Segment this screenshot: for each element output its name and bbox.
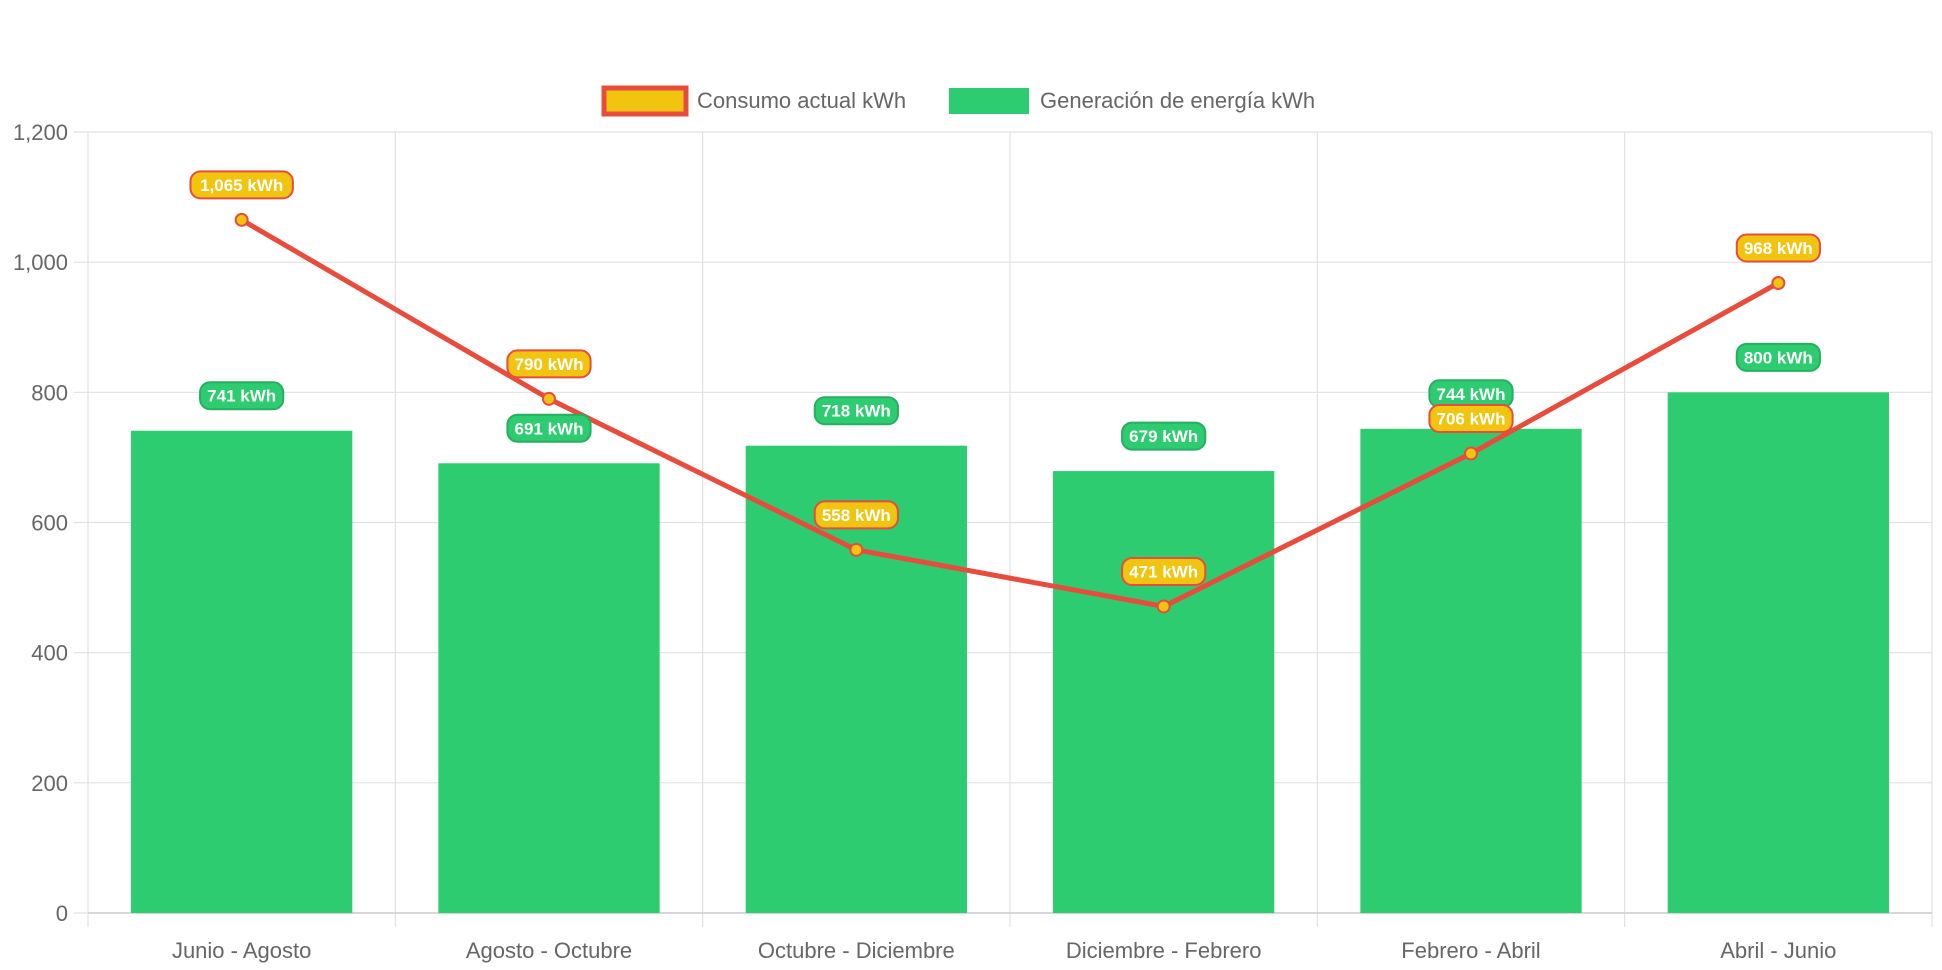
data-label-consumo: 968 kWh	[1735, 233, 1821, 263]
legend-label-consumo: Consumo actual kWh	[697, 88, 906, 113]
data-label-generacion: 800 kWh	[1735, 342, 1821, 372]
data-label-consumo-bg	[813, 500, 899, 530]
bar-generacion[interactable]	[1053, 471, 1275, 913]
data-label-consumo-bg	[1428, 404, 1514, 434]
data-label-consumo-bg	[1735, 233, 1821, 263]
legend-item-consumo[interactable]: Consumo actual kWh	[601, 85, 906, 117]
data-label-consumo-text: 558 kWh	[822, 506, 891, 525]
legend-item-generacion[interactable]: Generación de energía kWh	[949, 88, 1315, 114]
bar-generacion[interactable]	[1667, 392, 1889, 913]
bar-series-generacion	[131, 392, 1889, 913]
y-tick-label: 1,000	[13, 250, 68, 275]
data-label-consumo-text: 790 kWh	[515, 355, 584, 374]
point-consumo[interactable]	[1156, 599, 1171, 614]
point-consumo[interactable]	[849, 542, 864, 557]
y-tick-label: 0	[56, 901, 68, 926]
data-label-generacion-text: 718 kWh	[822, 402, 891, 421]
data-label-consumo: 558 kWh	[813, 500, 899, 530]
x-tick-label: Abril - Junio	[1720, 938, 1836, 963]
data-label-consumo-text: 968 kWh	[1744, 239, 1813, 258]
x-axis: Junio - Agosto Agosto - Octubre Octubre - …	[172, 938, 1836, 963]
data-label-generacion-text: 800 kWh	[1744, 348, 1813, 367]
legend: Consumo actual kWh Generación de energía…	[601, 85, 1315, 117]
legend-label-generacion: Generación de energía kWh	[1040, 88, 1315, 113]
data-label-generacion: 691 kWh	[506, 413, 592, 443]
y-axis: 0 200 400 600 800 1,000 1,200	[13, 120, 68, 926]
data-label-consumo-bg	[1121, 556, 1207, 586]
data-label-generacion-text: 691 kWh	[515, 419, 584, 438]
data-label-consumo: 471 kWh	[1121, 556, 1207, 586]
bar-generacion[interactable]	[438, 463, 660, 913]
data-label-generacion-bg	[1735, 342, 1821, 372]
data-label-generacion: 679 kWh	[1121, 421, 1207, 451]
data-label-generacion-text: 744 kWh	[1437, 385, 1506, 404]
data-label-generacion: 741 kWh	[199, 381, 285, 411]
y-tick-label: 400	[31, 641, 68, 666]
legend-swatch-consumo	[601, 85, 689, 117]
y-tick-label: 600	[31, 511, 68, 536]
x-tick-label: Octubre - Diciembre	[758, 938, 955, 963]
data-label-generacion: 718 kWh	[813, 396, 899, 426]
bar-generacion[interactable]	[131, 430, 353, 913]
data-label-consumo: 706 kWh	[1428, 404, 1514, 434]
data-label-generacion-bg	[199, 381, 285, 411]
data-label-consumo-text: 1,065 kWh	[200, 176, 283, 195]
data-label-consumo-text: 471 kWh	[1129, 562, 1198, 581]
line-series-consumo	[234, 212, 1786, 614]
point-consumo[interactable]	[1771, 275, 1786, 290]
point-consumo[interactable]	[234, 212, 249, 227]
x-tick-label: Agosto - Octubre	[466, 938, 632, 963]
data-labels: 741 kWh 691 kWh 718 kWh 679 kWh 744 kWh 800 k…	[189, 170, 1821, 586]
data-label-generacion-bg	[813, 396, 899, 426]
data-label-generacion: 744 kWh	[1428, 379, 1514, 409]
point-consumo[interactable]	[1464, 446, 1478, 461]
bar-generacion[interactable]	[1360, 428, 1582, 913]
data-label-consumo: 790 kWh	[506, 349, 592, 379]
data-label-consumo-bg	[506, 349, 592, 379]
line-consumo	[239, 217, 1781, 609]
data-label-consumo: 1,065 kWh	[189, 170, 294, 200]
data-label-consumo-bg	[189, 170, 294, 200]
x-tick-label: Diciembre - Febrero	[1066, 938, 1262, 963]
y-tick-label: 200	[31, 771, 68, 796]
point-consumo[interactable]	[542, 391, 556, 406]
data-label-consumo-text: 706 kWh	[1437, 410, 1506, 429]
y-tick-label: 1,200	[13, 120, 68, 145]
x-tick-label: Junio - Agosto	[172, 938, 311, 963]
data-label-generacion-text: 741 kWh	[207, 387, 276, 406]
x-tick-label: Febrero - Abril	[1401, 938, 1540, 963]
legend-swatch-generacion	[949, 88, 1029, 114]
data-label-generacion-bg	[506, 413, 592, 443]
grid	[74, 131, 1933, 927]
y-tick-label: 800	[31, 380, 68, 405]
data-label-generacion-text: 679 kWh	[1129, 427, 1198, 446]
data-label-generacion-bg	[1121, 421, 1207, 451]
